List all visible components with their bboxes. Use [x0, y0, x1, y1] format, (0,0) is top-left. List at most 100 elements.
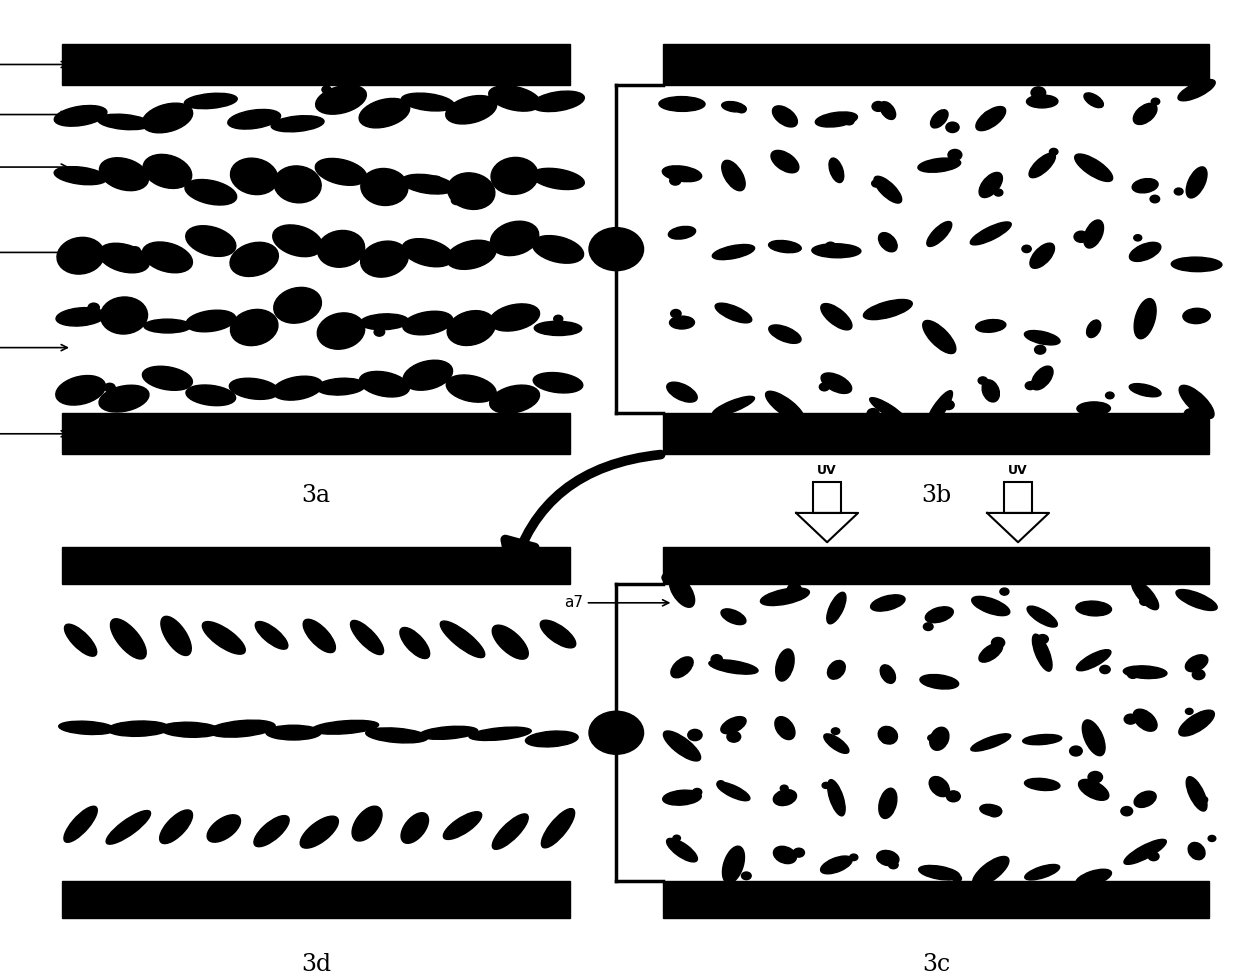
Ellipse shape: [311, 720, 378, 734]
Circle shape: [889, 861, 898, 869]
Bar: [813, 482, 841, 513]
Ellipse shape: [401, 813, 429, 843]
Ellipse shape: [880, 664, 895, 683]
Ellipse shape: [658, 97, 706, 111]
Ellipse shape: [186, 226, 236, 256]
Circle shape: [372, 111, 384, 120]
Ellipse shape: [361, 241, 408, 277]
Ellipse shape: [870, 595, 905, 612]
Circle shape: [66, 395, 76, 403]
Circle shape: [200, 317, 208, 323]
Ellipse shape: [1176, 589, 1218, 611]
Circle shape: [412, 367, 420, 374]
Ellipse shape: [976, 106, 1006, 131]
Ellipse shape: [1130, 384, 1161, 397]
Circle shape: [1140, 598, 1149, 606]
Circle shape: [737, 106, 746, 112]
Ellipse shape: [1032, 366, 1053, 390]
Text: UV: UV: [817, 464, 837, 477]
Circle shape: [794, 848, 805, 857]
Ellipse shape: [827, 592, 846, 623]
Circle shape: [1125, 714, 1137, 724]
Text: UV: UV: [1008, 464, 1028, 477]
Ellipse shape: [64, 806, 97, 842]
Ellipse shape: [160, 722, 219, 738]
Ellipse shape: [403, 361, 453, 390]
Ellipse shape: [110, 618, 146, 659]
Ellipse shape: [982, 380, 999, 402]
Ellipse shape: [185, 93, 237, 108]
Circle shape: [1025, 382, 1035, 390]
Bar: [663, 413, 1209, 454]
Circle shape: [1193, 669, 1205, 680]
Ellipse shape: [231, 242, 278, 276]
Bar: [663, 881, 1209, 918]
Circle shape: [849, 854, 858, 861]
Circle shape: [993, 320, 1004, 329]
Ellipse shape: [99, 385, 149, 412]
Ellipse shape: [444, 812, 481, 839]
Ellipse shape: [671, 657, 693, 678]
Ellipse shape: [1076, 601, 1111, 616]
Ellipse shape: [272, 115, 324, 132]
Ellipse shape: [1076, 870, 1111, 886]
Ellipse shape: [923, 320, 956, 354]
Ellipse shape: [317, 231, 365, 268]
Ellipse shape: [980, 172, 1002, 197]
Ellipse shape: [1123, 839, 1167, 865]
Ellipse shape: [399, 627, 430, 658]
Circle shape: [1208, 835, 1215, 841]
Bar: [663, 547, 1209, 584]
Ellipse shape: [58, 721, 115, 735]
Ellipse shape: [300, 816, 339, 848]
Circle shape: [434, 319, 445, 328]
Circle shape: [382, 186, 394, 195]
Text: 3a: 3a: [301, 484, 331, 507]
Ellipse shape: [366, 728, 428, 743]
Circle shape: [343, 337, 355, 346]
Ellipse shape: [1130, 242, 1161, 262]
Circle shape: [1151, 99, 1159, 105]
Circle shape: [208, 98, 218, 106]
Ellipse shape: [830, 158, 843, 183]
Ellipse shape: [1030, 243, 1054, 269]
Ellipse shape: [972, 596, 1009, 616]
Ellipse shape: [667, 838, 697, 862]
Circle shape: [120, 180, 130, 188]
Circle shape: [727, 732, 740, 743]
Circle shape: [560, 182, 569, 189]
Text: a5: a5: [0, 107, 67, 122]
Circle shape: [1173, 72, 1188, 84]
Circle shape: [284, 176, 296, 186]
Ellipse shape: [403, 312, 453, 335]
Circle shape: [711, 655, 723, 663]
Ellipse shape: [1185, 655, 1208, 672]
Ellipse shape: [469, 727, 531, 741]
Ellipse shape: [492, 625, 528, 659]
Circle shape: [978, 377, 987, 384]
Ellipse shape: [231, 310, 278, 346]
Ellipse shape: [1027, 95, 1058, 107]
Bar: [62, 413, 570, 454]
Ellipse shape: [1024, 330, 1060, 345]
Ellipse shape: [925, 607, 954, 622]
Ellipse shape: [976, 319, 1006, 332]
Ellipse shape: [1084, 93, 1104, 107]
Ellipse shape: [440, 621, 485, 658]
Ellipse shape: [1179, 385, 1214, 418]
Ellipse shape: [143, 154, 192, 189]
Ellipse shape: [361, 168, 408, 205]
Ellipse shape: [760, 588, 810, 606]
Bar: [62, 44, 570, 85]
Ellipse shape: [980, 804, 1002, 816]
Ellipse shape: [402, 238, 454, 267]
Ellipse shape: [254, 816, 289, 847]
Circle shape: [844, 117, 854, 125]
Ellipse shape: [926, 222, 952, 246]
Ellipse shape: [926, 391, 952, 427]
Circle shape: [946, 790, 960, 802]
Ellipse shape: [229, 378, 279, 400]
Ellipse shape: [712, 244, 755, 260]
Circle shape: [826, 242, 836, 250]
Ellipse shape: [1084, 220, 1104, 248]
